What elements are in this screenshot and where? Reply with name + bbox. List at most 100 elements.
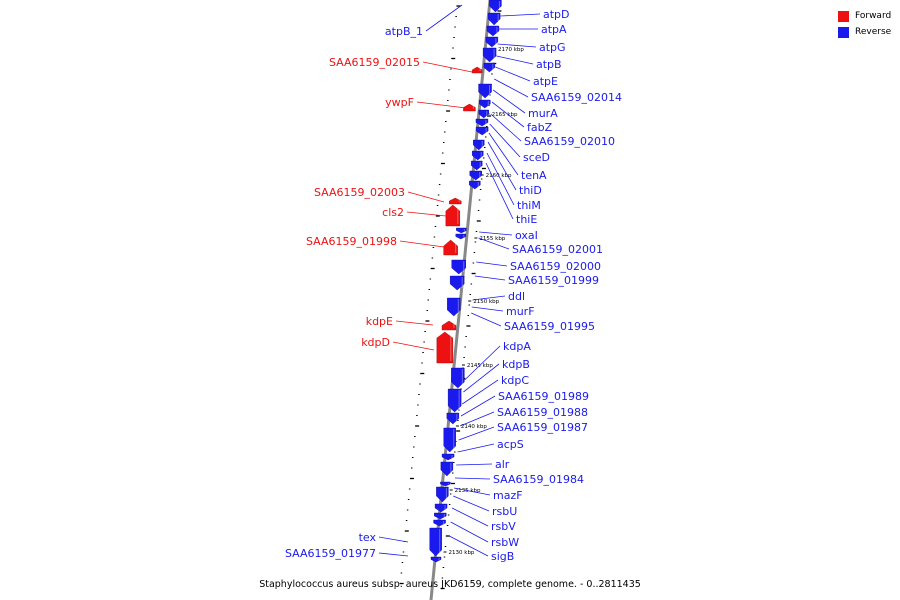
forward-gene-arrow bbox=[443, 239, 458, 256]
leader-line bbox=[491, 101, 525, 128]
reverse-gene-arrow bbox=[443, 427, 456, 453]
reverse-gene-arrow bbox=[434, 512, 447, 520]
leader-line bbox=[422, 61, 473, 73]
gene-label-sigb: sigB bbox=[491, 550, 514, 563]
gene-label-kdpb: kdpB bbox=[502, 358, 530, 371]
gene-label-saa6159-02014: SAA6159_02014 bbox=[531, 91, 622, 104]
leader-line bbox=[416, 101, 467, 109]
leader-line bbox=[474, 275, 506, 281]
reverse-gene-arrow bbox=[451, 367, 465, 389]
leader-line bbox=[457, 443, 495, 453]
forward-gene-arrow bbox=[463, 103, 476, 112]
legend: Forward Reverse bbox=[838, 8, 898, 40]
leader-line bbox=[497, 43, 537, 48]
legend-item-forward: Forward bbox=[838, 8, 898, 24]
gene-label-saa6159-01998: SAA6159_01998 bbox=[306, 235, 397, 248]
gene-label-saa6159-01989: SAA6159_01989 bbox=[498, 390, 589, 403]
gene-label-thim: thiM bbox=[517, 199, 541, 212]
gene-label-sced: sceD bbox=[523, 151, 550, 164]
reverse-gene-arrow bbox=[472, 150, 484, 161]
gene-label-saa6159-01984: SAA6159_01984 bbox=[493, 473, 584, 486]
gene-label-thid: thiD bbox=[519, 184, 542, 197]
gene-label-saa6159-02015: SAA6159_02015 bbox=[329, 56, 420, 69]
leader-line bbox=[392, 341, 435, 351]
reverse-gene-arrow bbox=[486, 25, 500, 37]
reverse-gene-arrow bbox=[433, 519, 446, 527]
leader-line bbox=[462, 379, 499, 405]
reverse-gene-arrow bbox=[430, 556, 442, 563]
gene-label-alr: alr bbox=[495, 458, 510, 471]
gene-label-kdpc: kdpC bbox=[501, 374, 529, 387]
tick-label: 2150 kbp bbox=[473, 299, 499, 305]
legend-label-forward: Forward bbox=[855, 11, 892, 21]
gene-label-saa6159-01977: SAA6159_01977 bbox=[285, 547, 376, 560]
reverse-gene-arrow bbox=[475, 126, 489, 136]
gene-label-rsbw: rsbW bbox=[491, 536, 519, 549]
reverse-gene-arrow bbox=[482, 47, 497, 63]
gene-label-oxai: oxaI bbox=[515, 229, 538, 242]
reverse-gene-arrow bbox=[469, 180, 481, 190]
leader-line bbox=[494, 78, 529, 98]
leader-line bbox=[485, 162, 514, 220]
gene-label-fabz: fabZ bbox=[527, 121, 553, 134]
reverse-gene-arrow bbox=[473, 139, 485, 151]
forward-gene-arrow bbox=[436, 331, 454, 364]
tick-label: 2140 kbp bbox=[461, 424, 487, 430]
reverse-gene-arrow bbox=[478, 109, 489, 119]
reverse-gene-arrow bbox=[449, 275, 465, 291]
gene-label-saa6159-01995: SAA6159_01995 bbox=[504, 320, 595, 333]
gene-label-saa6159-02001: SAA6159_02001 bbox=[512, 243, 603, 256]
figure-caption: Staphylococcus aureus subsp. aureus JKD6… bbox=[259, 579, 641, 590]
leader-line bbox=[460, 395, 496, 417]
leader-line bbox=[478, 237, 510, 250]
gene-label-atpd: atpD bbox=[543, 8, 570, 21]
gene-label-rsbv: rsbV bbox=[491, 520, 516, 533]
reverse-gene-arrow bbox=[478, 83, 492, 99]
reverse-gene-arrow bbox=[429, 527, 442, 557]
leader-line bbox=[492, 89, 526, 114]
leader-line bbox=[378, 552, 409, 557]
gene-label-saa6159-01987: SAA6159_01987 bbox=[497, 421, 588, 434]
reverse-gene-arrow bbox=[471, 160, 483, 171]
leader-line bbox=[378, 536, 409, 543]
gene-label-rsbu: rsbU bbox=[492, 505, 517, 518]
leader-line bbox=[495, 66, 531, 82]
leader-line bbox=[399, 240, 445, 248]
tick-label: 2145 kbp bbox=[467, 363, 493, 369]
reverse-gene-arrow bbox=[483, 62, 496, 73]
forward-gene-arrow bbox=[445, 204, 461, 227]
reverse-gene-arrow bbox=[487, 12, 501, 26]
reverse-gene-arrow bbox=[436, 486, 449, 503]
reverse-gene-arrow bbox=[446, 412, 460, 425]
leader-line bbox=[395, 320, 434, 326]
reverse-gene-arrow bbox=[489, 0, 502, 13]
leader-line bbox=[449, 535, 489, 557]
legend-swatch-reverse bbox=[838, 26, 849, 38]
leader-line bbox=[496, 55, 534, 65]
leader-line bbox=[406, 211, 447, 217]
leader-line bbox=[471, 306, 504, 312]
reverse-gene-arrow bbox=[440, 461, 454, 477]
gene-label-atpe: atpE bbox=[533, 75, 558, 88]
gene-label-atpb-1: atpB_1 bbox=[385, 25, 423, 38]
leader-line bbox=[472, 295, 506, 301]
gene-label-mazf: mazF bbox=[493, 489, 523, 502]
leader-line bbox=[487, 141, 517, 191]
leader-line bbox=[488, 132, 519, 176]
leader-line bbox=[454, 477, 491, 480]
leader-line bbox=[476, 261, 508, 267]
gene-label-kdpe: kdpE bbox=[366, 315, 393, 328]
legend-item-reverse: Reverse bbox=[838, 24, 898, 40]
reverse-gene-arrow bbox=[456, 227, 467, 234]
legend-label-reverse: Reverse bbox=[855, 27, 892, 37]
gene-label-kdpa: kdpA bbox=[503, 340, 531, 353]
forward-gene-arrow bbox=[449, 197, 462, 205]
gene-label-saa6159-01999: SAA6159_01999 bbox=[508, 274, 599, 287]
reverse-gene-arrow bbox=[485, 36, 499, 48]
reverse-gene-arrow bbox=[479, 99, 491, 109]
leader-line bbox=[463, 363, 500, 393]
leader-line bbox=[486, 152, 515, 206]
reverse-gene-arrow bbox=[434, 503, 448, 513]
